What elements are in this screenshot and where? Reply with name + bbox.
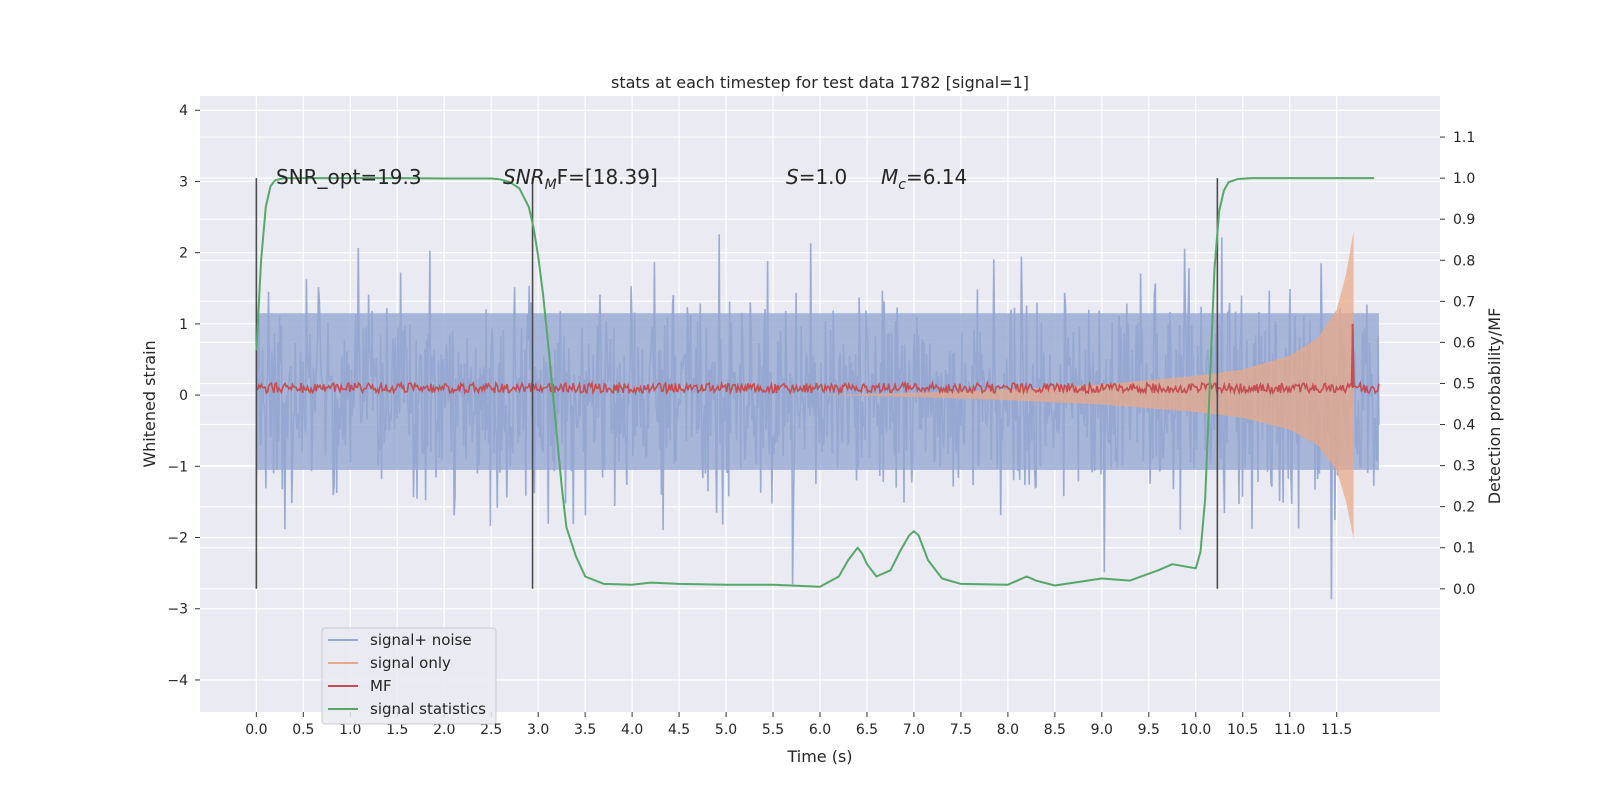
x-tick-label: 3.5	[574, 722, 596, 738]
x-tick-label: 0.5	[292, 722, 314, 738]
annotation-snr-mf-main: SNR	[503, 165, 545, 189]
y-right-tick-label: 0.9	[1453, 212, 1475, 228]
x-tick-label: 11.5	[1321, 722, 1352, 738]
annotation-s-main: S	[786, 165, 799, 189]
x-tick-label: 2.5	[480, 722, 502, 738]
y-right-tick-label: 0.1	[1453, 541, 1475, 557]
detection-markers	[255, 178, 1219, 589]
legend-label-signal-statistics: signal statistics	[370, 700, 486, 718]
y-right-tick-label: 0.7	[1453, 294, 1475, 310]
annotations: SNR_opt=19.3 SNRMF=[18.39] S=1.0 Mc=6.14	[276, 165, 967, 193]
x-tick-label: 4.5	[668, 722, 690, 738]
mf-line	[256, 323, 1380, 396]
legend-label-mf: MF	[370, 677, 392, 695]
y-tick-label: −3	[167, 602, 188, 618]
y-right-tick-label: 1.1	[1453, 130, 1475, 146]
y-tick-label: 1	[179, 317, 188, 333]
y-axis-label: Whitened strain	[140, 340, 159, 467]
annotation-snr-opt: SNR_opt=19.3	[276, 165, 422, 189]
legend: signal+ noise signal only MF signal stat…	[321, 627, 497, 725]
annotation-s: S=1.0	[786, 165, 847, 189]
x-tick-label: 7.5	[950, 722, 972, 738]
annotation-snr-mf-rest: F=[18.39]	[557, 165, 658, 189]
annotation-s-rest: =1.0	[799, 165, 848, 189]
y-right-tick-label: 0.2	[1453, 500, 1475, 516]
x-tick-label: 6.5	[856, 722, 878, 738]
y-tick-label: −4	[167, 673, 188, 689]
y-tick-label: 3	[179, 174, 188, 190]
annotation-mc-sub: c	[898, 177, 906, 193]
legend-box	[321, 627, 497, 725]
y-right-tick-label: 1.0	[1453, 171, 1475, 187]
axis-ticks: 0.0 0.5 1.0 1.5 2.0 2.5 3.0 3.5 4.0 4.5 5.0 5.5 6.0 6…	[167, 103, 1475, 738]
x-tick-label: 5.0	[715, 722, 737, 738]
x-tick-label: 10.0	[1180, 722, 1211, 738]
y-right-tick-label: 0.4	[1453, 418, 1475, 434]
y-right-tick-label: 0.6	[1453, 335, 1475, 351]
annotation-mc-rest: =6.14	[906, 165, 967, 189]
x-tick-label: 11.0	[1274, 722, 1305, 738]
annotation-snr-mf: SNRMF=[18.39]	[503, 165, 658, 193]
chart-title: stats at each timestep for test data 178…	[611, 73, 1029, 92]
y-tick-label: 4	[179, 103, 188, 119]
y-right-tick-label: 0.0	[1453, 582, 1475, 598]
x-tick-label: 5.5	[762, 722, 784, 738]
y-right-tick-label: 0.3	[1453, 459, 1475, 475]
annotation-snr-mf-sub: M	[545, 177, 557, 193]
annotation-mc: Mc=6.14	[881, 165, 967, 193]
annotation-mc-main: M	[881, 165, 898, 189]
x-tick-label: 10.5	[1227, 722, 1258, 738]
signal-statistics-series	[255, 177, 1375, 588]
mf-series	[256, 323, 1380, 396]
x-tick-label: 6.0	[809, 722, 831, 738]
x-tick-label: 9.0	[1091, 722, 1113, 738]
y-right-tick-label: 0.8	[1453, 253, 1475, 269]
y-tick-label: −2	[167, 531, 188, 547]
y-tick-label: 0	[179, 388, 188, 404]
x-tick-label: 3.0	[527, 722, 549, 738]
x-tick-label: 2.0	[433, 722, 455, 738]
x-tick-label: 0.0	[245, 722, 267, 738]
x-tick-label: 9.5	[1138, 722, 1160, 738]
y-axis-right-label: Detection probability/MF	[1485, 308, 1504, 505]
legend-label-signal-only: signal only	[370, 654, 451, 672]
x-tick-label: 1.5	[386, 722, 408, 738]
signal-statistics-line	[255, 177, 1375, 588]
y-tick-label: −1	[167, 459, 188, 475]
x-tick-label: 8.0	[997, 722, 1019, 738]
x-tick-label: 1.0	[339, 722, 361, 738]
x-tick-label: 7.0	[903, 722, 925, 738]
legend-label-signal-noise: signal+ noise	[370, 631, 472, 649]
y-tick-label: 2	[179, 246, 188, 262]
x-tick-label: 4.0	[621, 722, 643, 738]
x-axis-label: Time (s)	[786, 747, 852, 766]
x-tick-label: 8.5	[1044, 722, 1066, 738]
y-right-tick-label: 0.5	[1453, 376, 1475, 392]
